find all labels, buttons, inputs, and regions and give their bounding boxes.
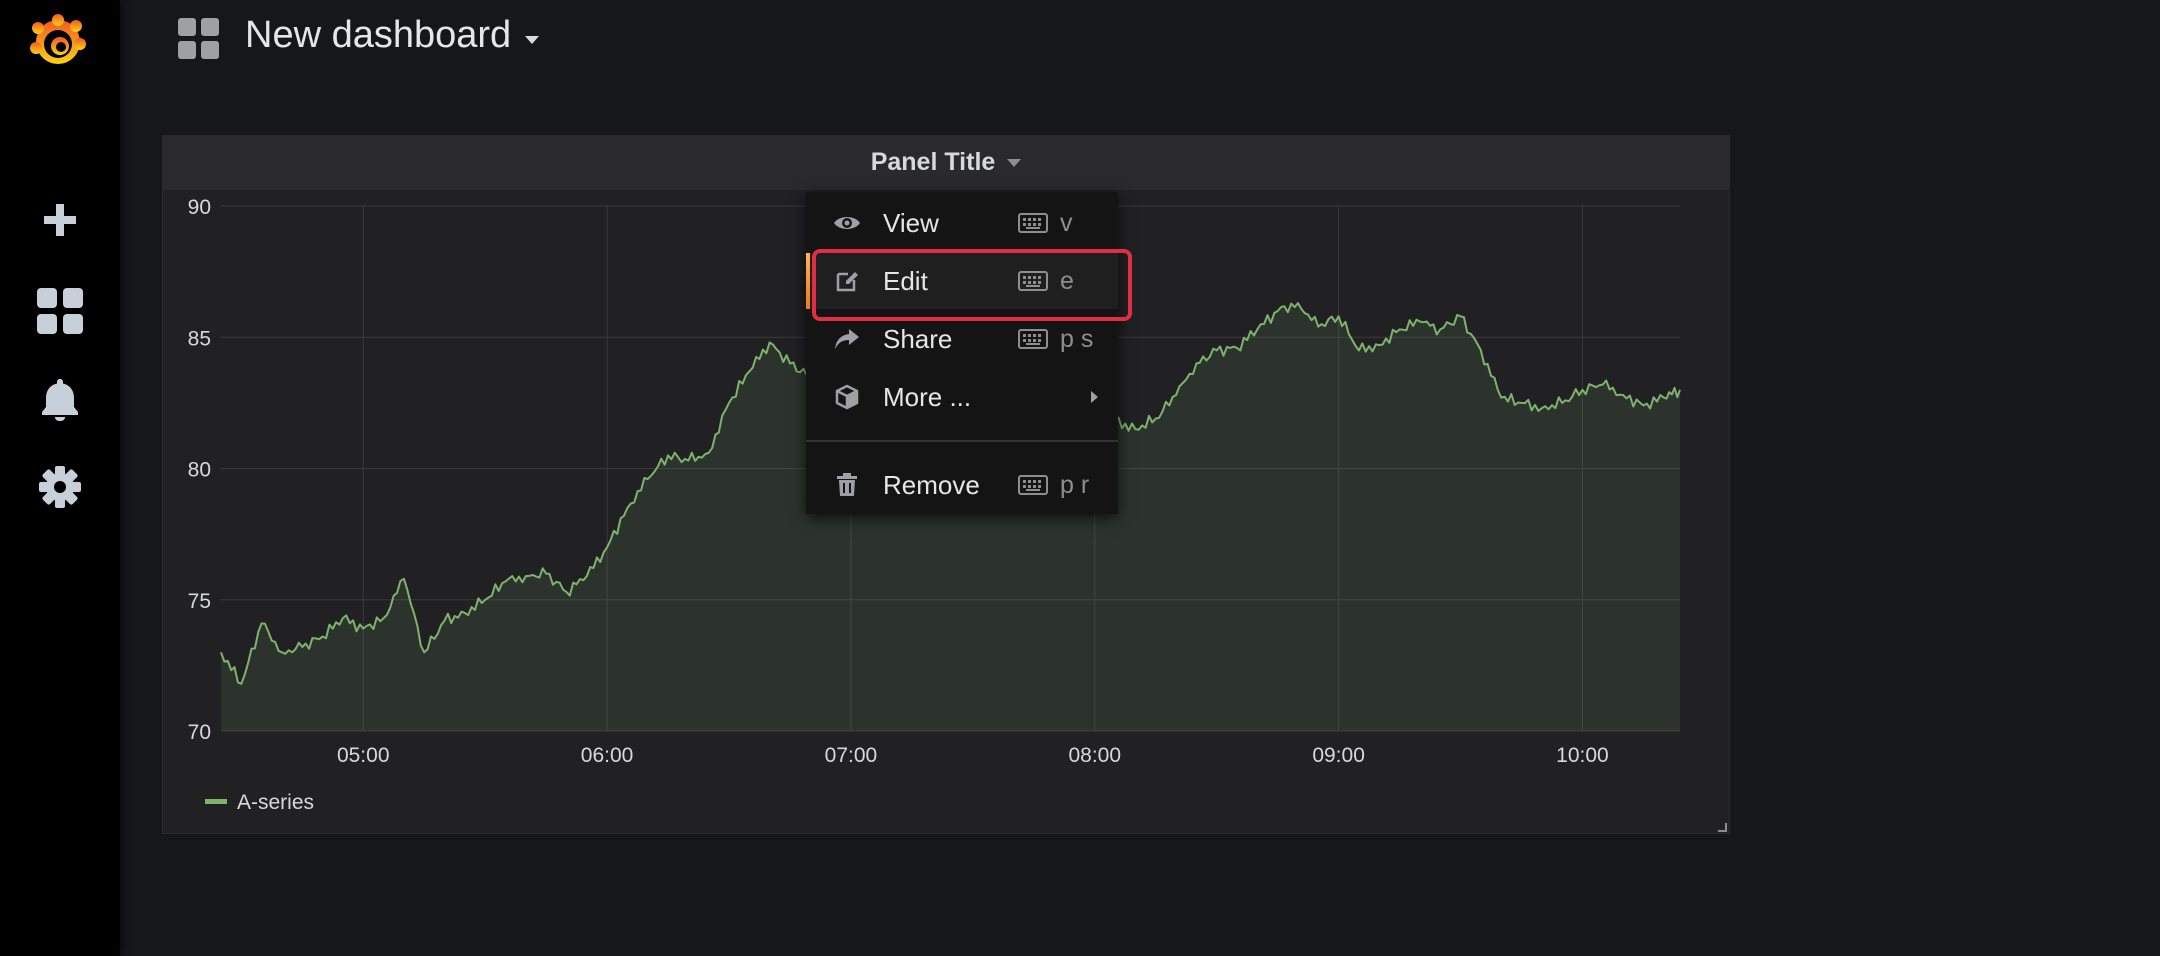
dashboard-navbar: New dashboard: [120, 0, 2160, 80]
panel-context-menu: View v Edit e Share p s More ...: [806, 192, 1118, 514]
trash-icon: [832, 470, 862, 500]
panel-title: Panel Title: [870, 148, 996, 176]
menu-item-remove[interactable]: Remove p r: [806, 457, 1118, 513]
keyboard-icon: [1018, 329, 1048, 349]
y-tick-label: 70: [188, 721, 211, 744]
menu-item-label: Remove: [883, 469, 980, 500]
legend-label[interactable]: A-series: [237, 791, 314, 814]
eye-icon: [832, 208, 862, 238]
menu-item-shortcut: p s: [1060, 324, 1094, 353]
menu-item-shortcut: e: [1060, 266, 1074, 295]
graph-chart: 90 85 80 75 70 05:00 06:00 07:00 08:00 09:00 10:00…: [188, 196, 1681, 814]
keyboard-icon: [1018, 475, 1048, 495]
menu-item-edit[interactable]: Edit e: [806, 253, 1118, 309]
menu-divider: [806, 440, 1118, 442]
legend-swatch: [205, 799, 227, 804]
y-tick-label: 80: [188, 459, 211, 482]
x-tick-label: 07:00: [825, 744, 878, 767]
keyboard-icon: [1018, 271, 1048, 291]
panel-header: Panel Title: [163, 136, 1729, 190]
x-tick-label: 08:00: [1068, 744, 1121, 767]
menu-item-shortcut: p r: [1060, 470, 1090, 499]
y-tick-label: 90: [188, 196, 211, 219]
dashboard-title-picker[interactable]: New dashboard: [245, 14, 540, 57]
dashboards-grid-icon[interactable]: [36, 287, 84, 335]
chevron-right-icon: [1091, 391, 1098, 403]
grafana-logo-icon[interactable]: [24, 6, 96, 78]
menu-item-shortcut: v: [1060, 208, 1073, 237]
dashboard-title: New dashboard: [245, 14, 512, 56]
alerting-bell-icon[interactable]: [36, 375, 84, 423]
panel-resize-handle[interactable]: [1715, 819, 1727, 832]
series-area-fill: [221, 303, 1680, 731]
menu-item-share[interactable]: Share p s: [806, 311, 1118, 367]
x-tick-label: 06:00: [581, 744, 634, 767]
x-tick-label: 05:00: [337, 744, 390, 767]
chevron-down-icon: [1007, 159, 1022, 168]
cube-icon: [832, 382, 862, 412]
y-tick-label: 75: [188, 590, 211, 613]
y-tick-label: 85: [188, 327, 211, 350]
configuration-gear-icon[interactable]: [36, 463, 84, 511]
menu-item-more[interactable]: More ...: [806, 369, 1118, 425]
menu-item-label: View: [883, 207, 939, 238]
panel-title-menu-trigger[interactable]: Panel Title: [163, 148, 1729, 177]
x-tick-label: 10:00: [1556, 744, 1609, 767]
chevron-down-icon: [525, 35, 540, 44]
create-plus-icon[interactable]: [36, 196, 84, 244]
keyboard-icon: [1018, 213, 1048, 233]
menu-item-label: Share: [883, 323, 953, 354]
x-tick-label: 09:00: [1312, 744, 1365, 767]
share-icon: [832, 324, 862, 354]
edit-icon: [832, 266, 862, 296]
menu-item-label: More ...: [883, 381, 972, 412]
menu-item-view[interactable]: View v: [806, 195, 1118, 251]
dashboard-grid-icon[interactable]: [178, 18, 220, 60]
menu-item-label: Edit: [883, 265, 928, 296]
sidebar: [0, 0, 120, 956]
